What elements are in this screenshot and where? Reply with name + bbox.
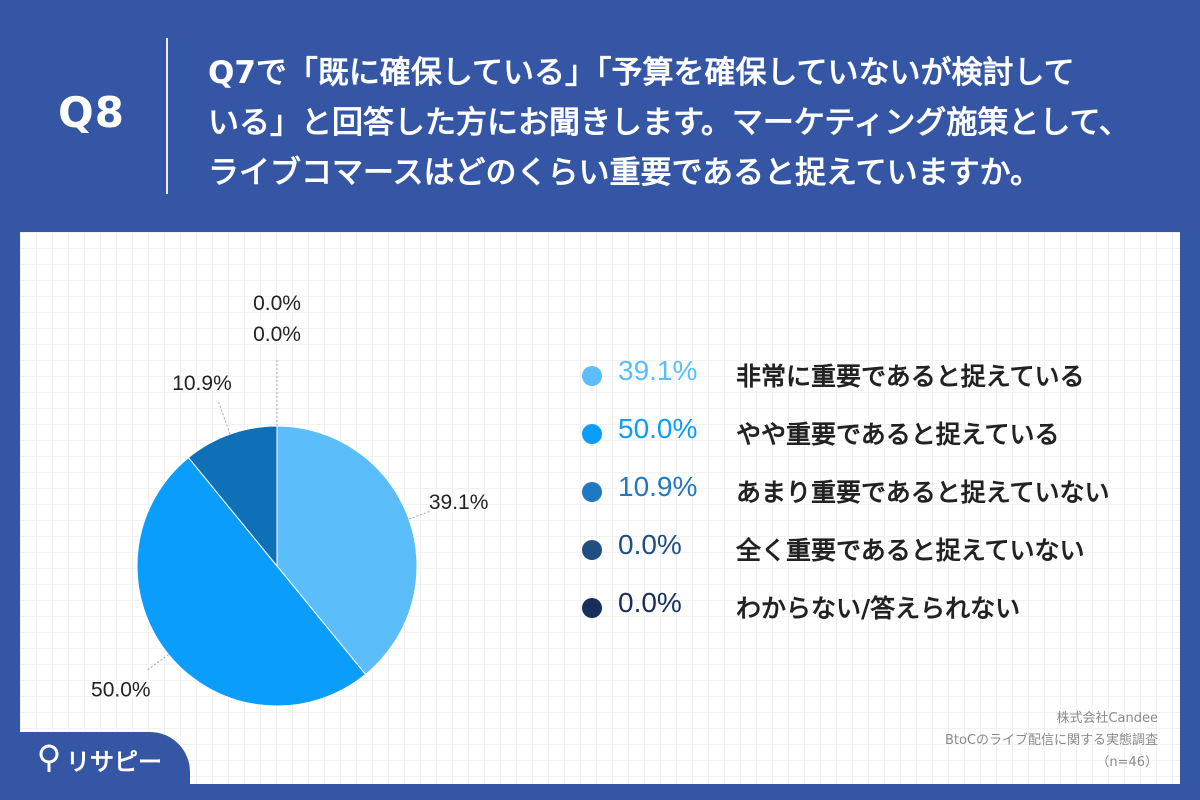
- source-company: 株式会社Candee: [1056, 711, 1158, 726]
- legend-label: わからない/答えられない: [736, 594, 1021, 623]
- logo-text: リサピー: [66, 748, 162, 776]
- data-label-2: 50.0%: [91, 679, 151, 702]
- legend-color-dot: [582, 424, 602, 444]
- pie-slice-1: [276, 425, 418, 676]
- data-label-1: 39.1%: [429, 491, 489, 514]
- source-survey-title: BtoCのライブ配信に関する実態調査: [944, 733, 1158, 748]
- question-line-2: いる」と回答した方にお聞きします。マーケティング施策として、: [208, 105, 1130, 141]
- data-label-3: 10.9%: [172, 372, 232, 395]
- source-note: 株式会社Candee BtoCのライブ配信に関する実態調査 （n=46）: [945, 708, 1158, 774]
- data-label-4: 0.0%: [253, 292, 301, 315]
- question-line-1: Q7で「既に確保している」「予算を確保していないが検討して: [208, 55, 1075, 91]
- leader-line-1: [408, 510, 432, 520]
- leader-line-3: [217, 399, 231, 435]
- legend-value: 50.0%: [618, 413, 698, 444]
- legend-color-dot: [582, 598, 602, 618]
- header-divider: [166, 38, 168, 194]
- map-pin-icon: [39, 744, 59, 772]
- brand-logo: リサピー: [20, 732, 190, 784]
- legend-label: 非常に重要であると捉えている: [736, 362, 1085, 391]
- question-text: Q7で「既に確保している」「予算を確保していないが検討して いる」と回答した方に…: [208, 48, 1168, 198]
- question-line-3: ライブコマースはどのくらい重要であると捉えていますか。: [208, 155, 1041, 191]
- pie-slice-3: [187, 425, 278, 568]
- leader-line-2: [146, 654, 169, 671]
- pie-chart: 39.1% 50.0% 10.9% 0.0% 0.0%: [91, 292, 489, 707]
- legend-color-dot: [582, 366, 602, 386]
- legend-label: あまり重要であると捉えていない: [736, 478, 1110, 507]
- legend-value: 0.0%: [618, 529, 682, 560]
- legend-value: 10.9%: [618, 471, 698, 502]
- header: Q8 Q7で「既に確保している」「予算を確保していないが検討して いる」と回答し…: [0, 0, 1200, 232]
- legend-value: 0.0%: [618, 587, 682, 618]
- pie-slice-2: [136, 456, 367, 707]
- question-number: Q8: [58, 88, 125, 137]
- legend-label: やや重要であると捉えている: [736, 420, 1060, 449]
- legend-label: 全く重要であると捉えていない: [736, 536, 1085, 565]
- data-label-5: 0.0%: [253, 323, 301, 346]
- legend-color-dot: [582, 540, 602, 560]
- source-sample-size: （n=46）: [1096, 755, 1158, 770]
- legend-color-dot: [582, 482, 602, 502]
- legend-value: 39.1%: [618, 355, 698, 386]
- chart-card: 39.1% 50.0% 10.9% 0.0% 0.0% 39.1% 非常に重要であると捉え…: [20, 232, 1180, 784]
